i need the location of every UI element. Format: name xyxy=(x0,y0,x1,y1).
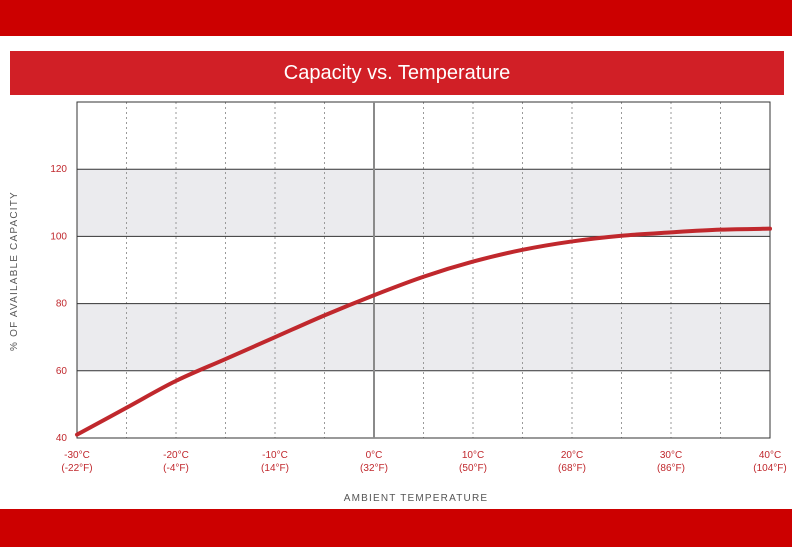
x-tick-label-fahrenheit: (14°F) xyxy=(261,463,289,474)
x-tick-label-celsius: -30°C xyxy=(64,450,90,461)
y-axis-title: % OF AVAILABLE CAPACITY xyxy=(9,191,20,351)
capacity-curve xyxy=(75,226,772,437)
horizontal-gridlines xyxy=(77,168,770,372)
x-tick-labels: -30°C (-22°F) -20°C (-4°F) -10°C (14°F) 0°C (32… xyxy=(61,450,786,474)
x-tick-label-celsius: 40°C xyxy=(759,450,781,461)
y-tick-label: 120 xyxy=(50,164,67,175)
y-tick-label: 80 xyxy=(56,299,68,310)
x-tick-label-celsius: -20°C xyxy=(163,450,189,461)
bottom-red-bar xyxy=(0,509,792,547)
x-tick-label-fahrenheit: (50°F) xyxy=(459,463,487,474)
chart-title: Capacity vs. Temperature xyxy=(283,61,511,84)
x-tick-label-celsius: 0°C xyxy=(366,450,383,461)
vertical-gridlines xyxy=(126,102,721,438)
x-axis-title: AMBIENT TEMPERATURE xyxy=(344,493,489,504)
top-red-bar xyxy=(0,0,792,36)
x-tick-label-fahrenheit: (-22°F) xyxy=(61,463,92,474)
y-tick-label: 100 xyxy=(50,231,67,242)
x-tick-label-celsius: -10°C xyxy=(262,450,288,461)
x-tick-label-fahrenheit: (-4°F) xyxy=(163,463,189,474)
x-tick-label-fahrenheit: (32°F) xyxy=(360,463,388,474)
chart-title-band: Capacity vs. Temperature xyxy=(10,51,784,95)
shaded-bands xyxy=(77,169,770,371)
x-tick-label-celsius: 30°C xyxy=(660,450,682,461)
y-tick-label: 60 xyxy=(56,366,68,377)
y-tick-labels: 40 60 80 100 120 xyxy=(50,164,67,444)
x-tick-label-fahrenheit: (68°F) xyxy=(558,463,586,474)
y-tick-label: 40 xyxy=(56,433,68,444)
plot-frame xyxy=(76,101,771,439)
x-tick-label-celsius: 10°C xyxy=(462,450,484,461)
x-tick-label-fahrenheit: (104°F) xyxy=(753,463,786,474)
x-tick-label-celsius: 20°C xyxy=(561,450,583,461)
x-tick-label-fahrenheit: (86°F) xyxy=(657,463,685,474)
